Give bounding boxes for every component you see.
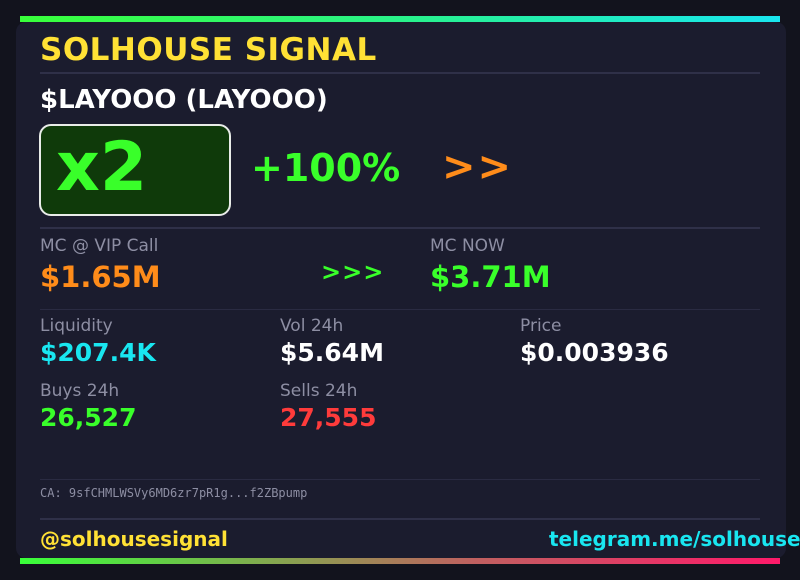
percent-change: +100%: [251, 146, 401, 190]
bottom-gradient-bar: [20, 558, 780, 564]
liquidity-value: $207.4K: [40, 338, 156, 367]
mc-call-label: MC @ VIP Call: [40, 236, 159, 256]
mc-arrow: >>>: [321, 258, 385, 286]
top-gradient-bar: [20, 16, 780, 22]
telegram-link[interactable]: telegram.me/solhouse: [549, 527, 800, 551]
divider: [40, 227, 760, 229]
signal-card: [16, 22, 786, 558]
divider: [40, 518, 760, 520]
social-handle[interactable]: @solhousesignal: [40, 527, 228, 551]
divider: [40, 72, 760, 74]
sells-value: 27,555: [280, 403, 377, 432]
multiplier-box: [39, 124, 231, 216]
multiplier: x2: [56, 128, 148, 207]
liquidity-label: Liquidity: [40, 316, 113, 336]
mc-now-label: MC NOW: [430, 236, 505, 256]
price-value: $0.003936: [520, 338, 669, 367]
arrow-indicator: >>: [442, 144, 514, 190]
sells-label: Sells 24h: [280, 381, 358, 401]
token-ticker: $LAYOOO (LAYOOO): [40, 85, 328, 115]
divider: [40, 309, 760, 310]
buys-label: Buys 24h: [40, 381, 120, 401]
vol-label: Vol 24h: [280, 316, 344, 336]
contract-address[interactable]: CA: 9sfCHMLWSVy6MD6zr7pR1g...f2ZBpump: [40, 486, 308, 500]
divider: [40, 479, 760, 480]
mc-call-value: $1.65M: [40, 260, 161, 294]
mc-now-value: $3.71M: [430, 260, 551, 294]
brand-title: SOLHOUSE SIGNAL: [40, 32, 377, 68]
buys-value: 26,527: [40, 403, 137, 432]
vol-value: $5.64M: [280, 338, 384, 367]
price-label: Price: [520, 316, 562, 336]
